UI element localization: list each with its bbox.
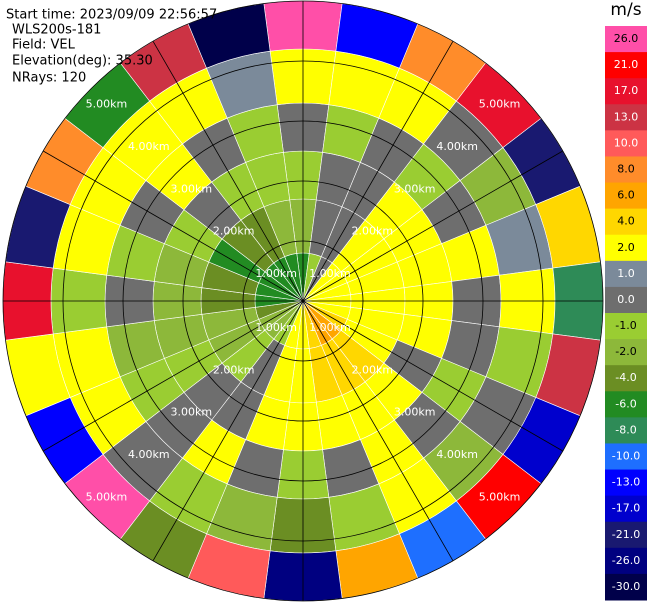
range-label: 2.00km	[213, 363, 255, 376]
colorbar-label: 8.0	[617, 163, 635, 176]
range-label: 5.00km	[86, 97, 128, 110]
range-label: 4.00km	[128, 448, 170, 461]
colorbar-label: 26.0	[614, 32, 639, 45]
range-label: 4.00km	[436, 140, 478, 153]
range-ring	[62, 60, 544, 542]
colorbar-label: -4.0	[615, 371, 636, 384]
colorbar-label: -2.0	[615, 345, 636, 358]
colorbar-label: 17.0	[614, 84, 639, 97]
colorbar-cell	[605, 182, 647, 210]
colorbar-cell	[605, 547, 647, 575]
range-label: 2.00km	[213, 225, 255, 238]
colorbar-cell	[605, 52, 647, 79]
azimuth-line	[302, 150, 564, 302]
colorbar-label: -10.0	[612, 450, 640, 463]
header-line: Field: VEL	[12, 38, 76, 53]
colorbar-cell	[605, 104, 647, 131]
azimuth-line	[152, 40, 304, 302]
colorbar-cell	[605, 521, 647, 549]
colorbar-label: 1.0	[617, 267, 635, 280]
azimuth-line	[42, 150, 304, 302]
range-grid: 1.00km 1.00km 1.00km 1.00km 2.00km 2.00km 2.00…	[2, 0, 604, 602]
range-label: 2.00km	[352, 225, 394, 238]
colorbar-label: -8.0	[615, 423, 636, 436]
colorbar-label: 21.0	[614, 58, 639, 71]
colorbar-cell	[605, 313, 647, 340]
range-label: 3.00km	[170, 182, 212, 195]
colorbar-cell	[605, 417, 647, 444]
colorbar-label: 0.0	[617, 293, 635, 306]
colorbar-label: 2.0	[617, 241, 635, 254]
range-label: 3.00km	[170, 406, 212, 419]
colorbar-label: 6.0	[617, 189, 635, 202]
azimuth-line	[302, 40, 454, 302]
colorbar: 26.0 21.0 17.0 13.0 10.0 8.0 6.0 4.0 2.0 1.0 0.0 -1…	[605, 26, 647, 601]
colorbar-cell	[605, 234, 647, 262]
colorbar-cell	[605, 78, 647, 105]
range-ring	[2, 0, 604, 602]
range-label: 1.00km	[255, 321, 297, 334]
colorbar-cell	[605, 391, 647, 418]
colorbar-title: m/s	[610, 0, 641, 20]
azimuth-line	[42, 300, 304, 452]
header-line: Elevation(deg): 35.30	[12, 54, 153, 69]
range-label: 4.00km	[128, 140, 170, 153]
colorbar-label: 13.0	[614, 110, 639, 123]
header-line: WLS200s-181	[12, 23, 101, 38]
colorbar-cell	[605, 26, 647, 53]
range-label: 5.00km	[479, 97, 521, 110]
range-label: 5.00km	[86, 491, 128, 504]
colorbar-cell	[605, 130, 647, 157]
colorbar-cell	[605, 365, 647, 392]
range-ring	[122, 120, 484, 482]
colorbar-cell	[605, 469, 647, 497]
range-label: 4.00km	[436, 448, 478, 461]
header-line: NRays: 120	[12, 71, 86, 86]
azimuth-line	[302, 300, 454, 562]
range-ring	[182, 180, 424, 422]
velocity-field	[2, 0, 604, 602]
colorbar-cell	[605, 339, 647, 366]
colorbar-label: -30.0	[612, 580, 640, 593]
range-label: 5.00km	[479, 491, 521, 504]
colorbar-label: -6.0	[615, 397, 636, 410]
colorbar-cell	[605, 156, 647, 184]
colorbar-label: 10.0	[614, 136, 639, 149]
range-label: 1.00km	[309, 267, 351, 280]
range-label: 3.00km	[394, 406, 436, 419]
azimuth-line	[152, 300, 304, 562]
colorbar-cell	[605, 260, 647, 288]
colorbar-label: -17.0	[612, 502, 640, 515]
azimuth-line	[302, 300, 564, 452]
colorbar-cell	[605, 208, 647, 236]
colorbar-label: -26.0	[612, 554, 640, 567]
colorbar-label: -1.0	[615, 319, 636, 332]
header-line: Start time: 2023/09/09 22:56:57	[6, 8, 217, 23]
colorbar-cell	[605, 495, 647, 523]
colorbar-label: 4.0	[617, 215, 635, 228]
colorbar-cell	[605, 443, 647, 471]
colorbar-cell	[605, 573, 647, 601]
colorbar-cell	[605, 286, 647, 314]
colorbar-label: -13.0	[612, 476, 640, 489]
range-label: 1.00km	[309, 321, 351, 334]
range-label: 2.00km	[352, 363, 394, 376]
range-label: 3.00km	[394, 182, 436, 195]
colorbar-label: -21.0	[612, 528, 640, 541]
range-label: 1.00km	[255, 267, 297, 280]
range-ring	[242, 240, 364, 362]
